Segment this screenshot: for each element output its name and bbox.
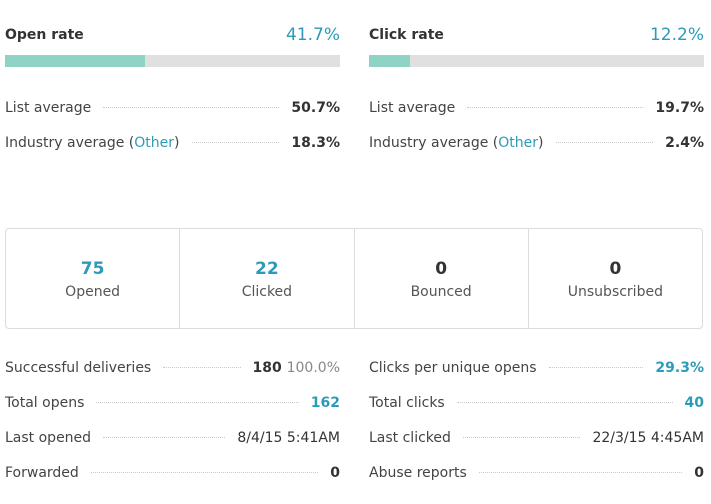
open-industry-close-paren: )	[174, 135, 180, 151]
successful-deliveries-percent: 100.0%	[286, 360, 340, 376]
successful-deliveries-value: 180 100.0%	[253, 360, 341, 376]
bounced-count: 0	[435, 258, 448, 279]
forwarded-value: 0	[330, 465, 340, 481]
forwarded-row: Forwarded 0	[5, 465, 340, 485]
opened-count[interactable]: 75	[80, 258, 105, 279]
forwarded-label: Forwarded	[5, 465, 79, 481]
dotted-leader	[548, 367, 644, 368]
bounced-label: Bounced	[410, 283, 472, 300]
dotted-leader	[467, 107, 644, 108]
total-clicks-label: Total clicks	[369, 395, 445, 411]
dotted-leader	[103, 437, 226, 438]
clicked-count[interactable]: 22	[255, 258, 279, 279]
last-opened-label: Last opened	[5, 430, 92, 446]
total-opens-label: Total opens	[5, 395, 85, 411]
clicked-label: Clicked	[241, 283, 293, 300]
clicks-per-unique-opens-row: Clicks per unique opens 29.3%	[369, 360, 704, 380]
dotted-leader	[96, 402, 299, 403]
open-industry-average-label: Industry average (Other)	[5, 135, 180, 151]
abuse-reports-value: 0	[694, 465, 704, 481]
total-opens-value[interactable]: 162	[310, 395, 340, 411]
successful-deliveries-count: 180	[252, 360, 282, 376]
click-rate-header: Click rate 12.2%	[369, 0, 704, 45]
opened-label: Opened	[65, 283, 121, 300]
open-rate-section: Open rate 41.7% List average 50.7% Indus…	[5, 0, 340, 151]
last-opened-row: Last opened 8/4/15 5:41AM	[5, 430, 340, 450]
open-industry-label-text: Industry average (	[5, 135, 135, 151]
successful-deliveries-row: Successful deliveries 180 100.0%	[5, 360, 340, 380]
unsubscribed-label: Unsubscribed	[567, 283, 663, 300]
dotted-leader	[191, 142, 280, 143]
open-rate-bar-fill	[5, 55, 145, 67]
dotted-leader	[555, 142, 654, 143]
summary-unsubscribed: 0 Unsubscribed	[529, 229, 702, 328]
clicks-per-unique-opens-value[interactable]: 29.3%	[655, 360, 704, 376]
summary-bounced: 0 Bounced	[355, 229, 529, 328]
open-industry-average-row: Industry average (Other) 18.3%	[5, 135, 340, 155]
click-rate-title: Click rate	[369, 27, 444, 43]
details-left: Successful deliveries 180 100.0% Total o…	[5, 360, 340, 500]
dotted-leader	[90, 472, 319, 473]
click-industry-label-text: Industry average (	[369, 135, 499, 151]
clicks-per-unique-opens-label: Clicks per unique opens	[369, 360, 537, 376]
click-industry-average-label: Industry average (Other)	[369, 135, 544, 151]
total-opens-row: Total opens 162	[5, 395, 340, 415]
open-rate-title: Open rate	[5, 27, 84, 43]
click-list-average-row: List average 19.7%	[369, 100, 704, 120]
click-rate-bar-fill	[369, 55, 410, 67]
open-industry-average-value: 18.3%	[291, 135, 340, 151]
total-clicks-value[interactable]: 40	[684, 395, 704, 411]
summary-opened[interactable]: 75 Opened	[6, 229, 181, 328]
open-list-average-row: List average 50.7%	[5, 100, 340, 120]
click-industry-average-row: Industry average (Other) 2.4%	[369, 135, 704, 155]
open-industry-other-link[interactable]: Other	[134, 135, 175, 151]
last-clicked-row: Last clicked 22/3/15 4:45AM	[369, 430, 704, 450]
open-list-average-value: 50.7%	[291, 100, 340, 116]
click-list-average-value: 19.7%	[655, 100, 704, 116]
abuse-reports-row: Abuse reports 0	[369, 465, 704, 485]
open-list-average-label: List average	[5, 100, 92, 116]
summary-clicked[interactable]: 22 Clicked	[180, 229, 355, 328]
abuse-reports-label: Abuse reports	[369, 465, 467, 481]
successful-deliveries-label: Successful deliveries	[5, 360, 152, 376]
click-industry-close-paren: )	[538, 135, 544, 151]
click-rate-value: 12.2%	[649, 25, 704, 45]
last-clicked-value: 22/3/15 4:45AM	[592, 430, 704, 446]
dotted-leader	[478, 472, 683, 473]
unsubscribed-count: 0	[609, 258, 622, 279]
click-rate-bar	[369, 55, 704, 67]
last-opened-value: 8/4/15 5:41AM	[237, 430, 340, 446]
total-clicks-row: Total clicks 40	[369, 395, 704, 415]
dotted-leader	[103, 107, 280, 108]
dotted-leader	[163, 367, 241, 368]
open-rate-bar	[5, 55, 340, 67]
click-industry-average-value: 2.4%	[665, 135, 704, 151]
dotted-leader	[462, 437, 581, 438]
summary-box: 75 Opened 22 Clicked 0 Bounced 0 Unsubsc…	[5, 228, 703, 329]
open-rate-header: Open rate 41.7%	[5, 0, 340, 45]
last-clicked-label: Last clicked	[369, 430, 451, 446]
click-list-average-label: List average	[369, 100, 456, 116]
open-rate-value: 41.7%	[285, 25, 340, 45]
click-rate-section: Click rate 12.2% List average 19.7% Indu…	[369, 0, 704, 151]
dotted-leader	[456, 402, 673, 403]
details-right: Clicks per unique opens 29.3% Total clic…	[369, 360, 704, 500]
click-industry-other-link[interactable]: Other	[498, 135, 539, 151]
